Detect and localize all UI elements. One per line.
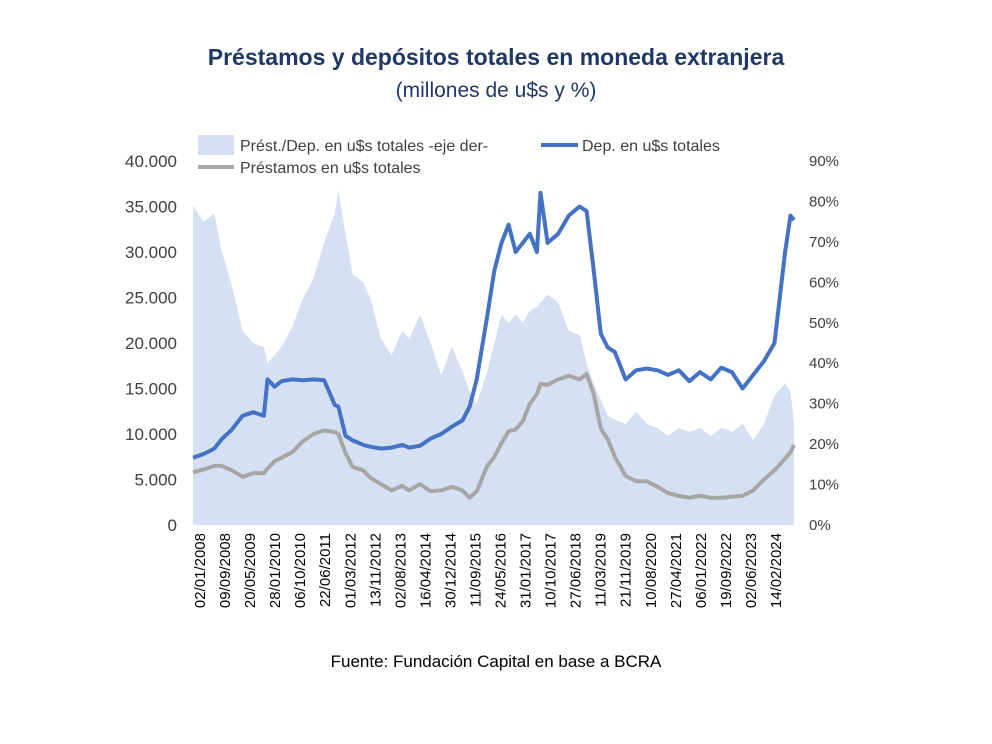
y-right-tick-label: 20% (809, 436, 839, 453)
y-left-tick-label: 30.000 (125, 243, 177, 262)
x-tick-label: 24/05/2016 (493, 533, 510, 608)
x-tick-label: 27/06/2018 (568, 533, 585, 608)
legend-label-ratio: Prést./Dep. en u$s totales -eje der- (240, 138, 488, 155)
source-note: Fuente: Fundación Capital en base a BCRA (330, 652, 662, 671)
y-right-tick-label: 50% (809, 315, 839, 332)
x-tick-label: 30/12/2014 (442, 533, 459, 608)
legend-label-deposits: Dep. en u$s totales (582, 138, 720, 155)
chart-subtitle: (millones de u$s y %) (395, 79, 597, 102)
legend-label-loans: Préstamos en u$s totales (240, 160, 421, 177)
y-right-tick-label: 90% (809, 153, 839, 170)
x-tick-label: 02/08/2013 (392, 533, 409, 608)
x-tick-label: 21/11/2019 (618, 533, 635, 607)
legend-swatch-ratio (198, 135, 234, 155)
x-tick-label: 31/01/2017 (518, 533, 535, 608)
series-area-ratio (193, 189, 794, 526)
x-axis: 02/01/2008 09/09/2008 20/05/2009 28/01/2010… (192, 533, 785, 608)
legend: Prést./Dep. en u$s totales -eje der- Dep… (198, 135, 720, 177)
x-tick-label: 02/06/2023 (743, 533, 760, 608)
x-tick-label: 11/09/2015 (468, 533, 485, 607)
y-left-tick-label: 15.000 (125, 380, 177, 399)
x-tick-label: 20/05/2009 (242, 533, 259, 608)
x-tick-label: 11/03/2019 (593, 533, 610, 607)
x-tick-label: 22/06/2011 (317, 533, 334, 607)
y-left-tick-label: 0 (168, 516, 177, 535)
x-tick-label: 10/10/2017 (543, 533, 560, 608)
x-tick-label: 10/08/2020 (643, 533, 660, 608)
x-tick-label: 01/03/2012 (342, 533, 359, 608)
y-axis-left: 0 5.000 10.000 15.000 20.000 25.000 30.000 35.0… (125, 152, 177, 535)
y-left-tick-label: 5.000 (134, 471, 177, 490)
y-left-tick-label: 10.000 (125, 425, 177, 444)
y-right-tick-label: 10% (809, 477, 839, 494)
series-line-deposits (192, 190, 796, 460)
x-tick-label: 02/01/2008 (192, 533, 209, 608)
y-left-tick-label: 35.000 (125, 198, 177, 217)
x-tick-label: 06/10/2010 (292, 533, 309, 608)
x-tick-label: 14/02/2024 (768, 533, 785, 608)
x-tick-label: 27/04/2021 (668, 533, 685, 608)
y-left-tick-label: 25.000 (125, 289, 177, 308)
x-tick-label: 16/04/2014 (417, 533, 434, 608)
x-tick-label: 28/01/2010 (267, 533, 284, 608)
y-axis-right: 0% 10% 20% 30% 40% 50% 60% 70% 80% 90% (809, 153, 839, 534)
y-right-tick-label: 30% (809, 396, 839, 413)
y-right-tick-label: 40% (809, 355, 839, 372)
y-right-tick-label: 70% (809, 234, 839, 251)
y-left-tick-label: 20.000 (125, 334, 177, 353)
x-tick-label: 19/09/2022 (718, 533, 735, 608)
x-tick-label: 09/09/2008 (217, 533, 234, 608)
series-line-loans (192, 371, 796, 500)
y-right-tick-label: 0% (809, 517, 831, 534)
x-tick-label: 06/01/2022 (693, 533, 710, 608)
y-right-tick-label: 60% (809, 274, 839, 291)
y-right-tick-label: 80% (809, 193, 839, 210)
x-tick-label: 13/11/2012 (367, 533, 384, 607)
y-left-tick-label: 40.000 (125, 152, 177, 171)
chart-title: Préstamos y depósitos totales en moneda … (207, 44, 785, 70)
plot-area (192, 189, 796, 526)
